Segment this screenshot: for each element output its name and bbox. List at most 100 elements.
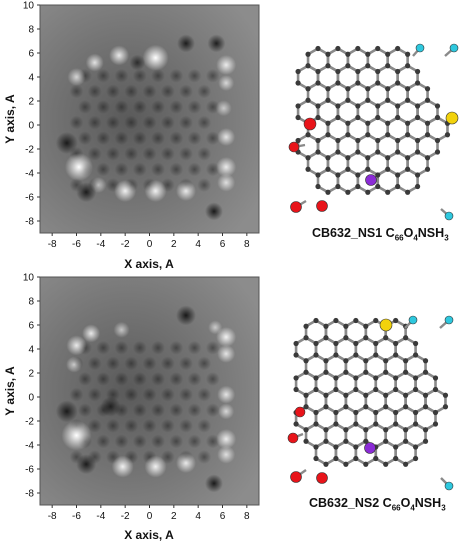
bright-spot [66, 356, 83, 373]
carbon-atom [403, 358, 409, 364]
carbon-atom [385, 51, 391, 57]
x-tick-label: -2 [121, 511, 130, 522]
carbon-atom [412, 386, 419, 393]
carbon-atom [355, 68, 361, 75]
dark-spot [69, 84, 84, 99]
dark-spot [96, 434, 111, 449]
carbon-atom [395, 149, 401, 155]
dark-spot [69, 115, 84, 130]
oxygen-atom [316, 472, 328, 484]
carbon-atom [395, 114, 401, 121]
carbon-atom [412, 455, 419, 462]
carbon-atom [363, 392, 369, 398]
sulfur-atom [379, 318, 393, 332]
oxygen-atom [290, 201, 302, 213]
carbon-atom [335, 149, 341, 155]
dark-spot [114, 372, 129, 386]
dark-spot [96, 100, 111, 114]
carbon-atom [424, 166, 431, 172]
carbon-atom [393, 352, 399, 358]
carbon-atom [375, 172, 381, 178]
carbon-atom [375, 183, 381, 190]
carbon-atom [432, 409, 439, 416]
dark-spot [187, 403, 202, 418]
carbon-atom [363, 358, 369, 364]
carbon-atom [305, 51, 311, 57]
dark-spot [160, 387, 175, 402]
carbon-atom [355, 172, 361, 178]
dark-spot [151, 162, 166, 177]
dark-spot [96, 68, 111, 83]
carbon-atom [355, 149, 361, 155]
dark-spot [76, 454, 97, 475]
carbon-atom [335, 172, 341, 178]
dark-spot [205, 68, 220, 83]
carbon-atom [434, 149, 441, 155]
carbon-atom [305, 155, 311, 161]
dark-spot [187, 434, 202, 449]
carbon-atom [303, 404, 309, 410]
dark-spot [205, 372, 220, 386]
x-tick-label: 6 [220, 511, 226, 522]
y-tick-label: -2 [25, 417, 34, 428]
carbon-atom [414, 114, 421, 121]
caption-text: O [403, 226, 414, 240]
carbon-atom [295, 137, 301, 144]
y-tick-label: 2 [28, 97, 34, 108]
dark-spot [96, 162, 111, 177]
y-tick-label: 10 [23, 1, 35, 12]
y-tick-label: 0 [28, 121, 34, 132]
carbon-atom [305, 86, 311, 92]
bright-spot [66, 335, 87, 356]
carbon-atom [385, 166, 391, 172]
carbon-atom [315, 103, 321, 109]
carbon-atom [323, 404, 329, 410]
carbon-atom [353, 386, 359, 393]
hexagon-ring [314, 439, 338, 466]
carbon-atom [434, 114, 441, 121]
dark-spot [142, 356, 157, 371]
figure-ns2: -8 -6 -4 -2 0 2 4 6 8 10 8 6 4 2 0 -2 -4 -6 -8 Y axis, A X… [0, 272, 470, 544]
oxygen-atom [288, 141, 300, 153]
caption-sub: 4 [410, 503, 415, 513]
carbon-atom [422, 392, 429, 398]
carbon-atom [434, 137, 441, 144]
y-axis-label: Y axis, A [3, 94, 17, 144]
oxygen-atom [316, 200, 328, 212]
dark-spot [179, 146, 193, 161]
carbon-atom [343, 392, 349, 398]
hexagon-ring [394, 439, 417, 466]
heteroatoms [288, 43, 459, 221]
carbon-atom [293, 352, 299, 358]
carbon-atom [315, 45, 321, 52]
bright-spot [217, 128, 236, 146]
carbon-atom [395, 80, 401, 86]
carbon-atom [385, 86, 391, 92]
dark-spot [151, 434, 166, 449]
dark-spot [169, 340, 184, 355]
carbon-atom [333, 375, 339, 381]
carbon-atom [315, 68, 321, 75]
dark-spot [197, 387, 212, 402]
dark-spot [142, 84, 157, 99]
x-tick-label: 6 [220, 239, 226, 250]
dark-spot [69, 387, 84, 402]
carbon-atom [303, 369, 309, 375]
carbon-atom [315, 172, 321, 178]
dark-spot [124, 146, 139, 161]
carbon-atom [393, 409, 399, 416]
carbon-atom [363, 427, 369, 433]
dark-spot [96, 131, 111, 146]
carbon-atom [295, 114, 301, 121]
carbon-atom [424, 132, 431, 138]
y-axis-label: Y axis, A [3, 366, 17, 416]
dark-spot [87, 146, 102, 161]
carbon-atom [393, 340, 399, 347]
carbon-atom [313, 375, 319, 381]
carbon-atom [442, 392, 449, 398]
caption-sub: 3 [444, 233, 449, 243]
x-tick-label: 0 [147, 239, 153, 250]
carbon-atom [313, 421, 319, 427]
y-tick-label: 6 [28, 321, 34, 332]
carbon-atom [393, 317, 399, 324]
